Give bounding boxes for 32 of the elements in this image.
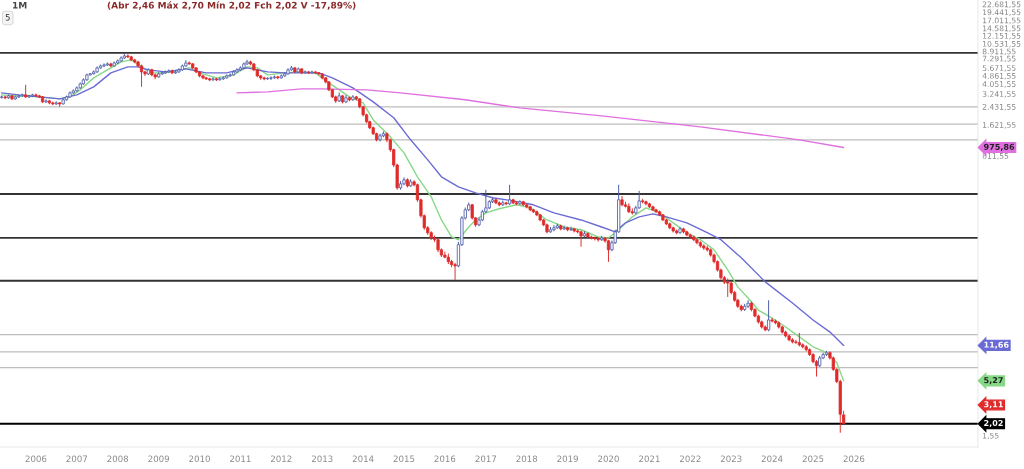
annotation: 5 [5,14,10,21]
x-tick-label: 2015 [393,455,415,462]
x-tick-label: 2019 [557,455,578,462]
x-tick-label: 2026 [843,455,865,462]
x-tick-label: 2011 [230,455,251,462]
x-tick-label: 2017 [475,455,497,462]
x-tick-label: 2018 [516,455,538,462]
x-tick-label: 2007 [66,455,88,462]
candlestick [453,262,457,281]
line-series [236,88,845,149]
x-tick-label: 2010 [189,455,210,462]
x-tick-label: 2021 [639,455,660,462]
text: 975,86 [983,143,1015,151]
x-tick-label: 2022 [680,455,701,462]
x-tick-label: 2009 [148,455,170,462]
chart-title: 1M [13,1,27,9]
x-tick-label: 2014 [352,455,374,462]
x-tick-label: 2012 [270,455,292,462]
x-tick-label: 2013 [311,455,333,462]
x-tick-label: 2016 [434,455,456,462]
candlestick [746,299,750,309]
x-tick-label: 2025 [802,455,824,462]
ref-line-label: 2,02 [984,419,1003,428]
x-tick-label: 2006 [25,455,47,462]
text: 5,27 [984,377,1003,385]
x-tick-label: 2023 [720,455,742,462]
text: 11,66 [984,341,1009,349]
chart-subtitle: (Abr 2,46 Máx 2,70 Mín 2,02 Fch 2,02 V -17,89%) [107,1,356,10]
x-tick-label: 2008 [107,455,129,462]
x-tick-label: 2020 [598,455,619,462]
text: 3,11 [984,401,1003,409]
x-tick-label: 2024 [761,455,783,462]
